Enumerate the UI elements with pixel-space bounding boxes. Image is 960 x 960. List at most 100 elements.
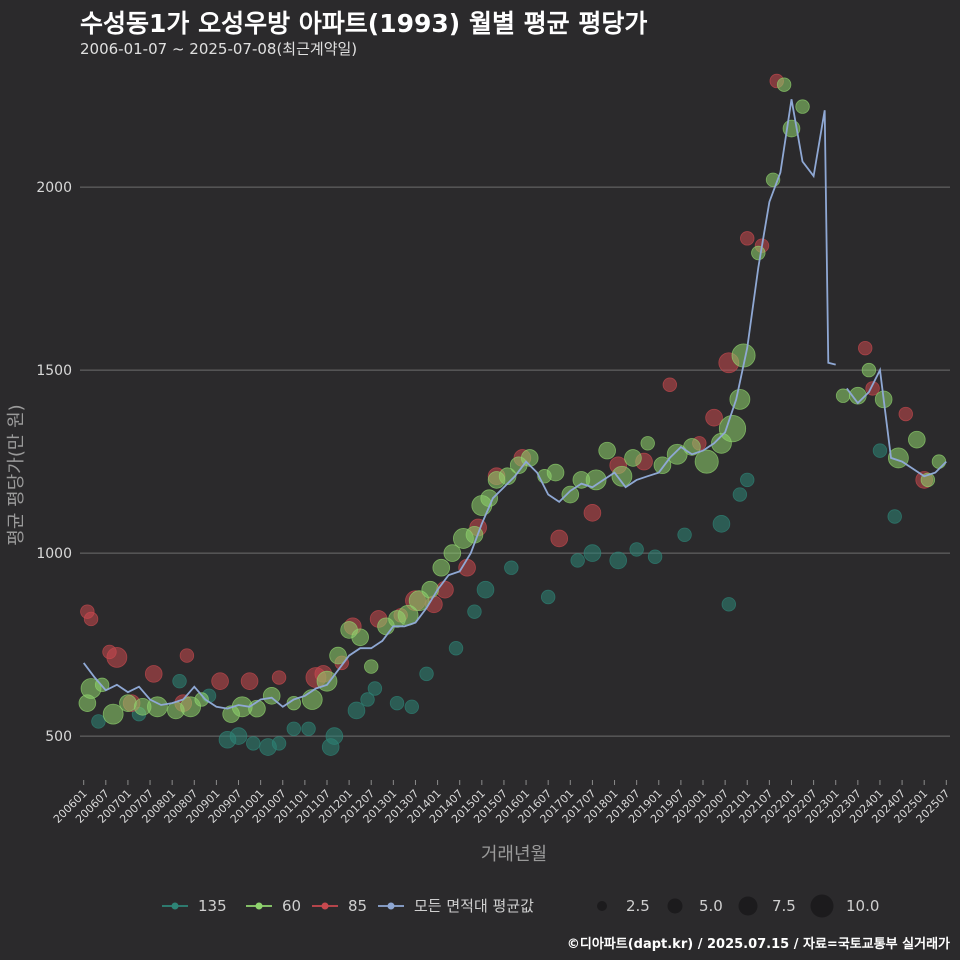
point-60 xyxy=(729,388,751,410)
point-60 xyxy=(421,580,440,599)
y-tick-label: 500 xyxy=(45,729,72,745)
point-60 xyxy=(795,99,810,114)
point-135 xyxy=(448,641,464,656)
point-135 xyxy=(540,589,556,605)
point-85 xyxy=(240,672,259,690)
point-85 xyxy=(550,529,569,548)
point-60 xyxy=(585,469,607,491)
point-85 xyxy=(705,408,723,427)
legend-series-label: 모든 면적대 평균값 xyxy=(414,897,534,915)
point-135 xyxy=(740,472,755,488)
legend-size-dot xyxy=(738,896,758,916)
point-135 xyxy=(721,597,737,612)
point-135 xyxy=(732,487,748,502)
average-line xyxy=(82,99,947,710)
point-60 xyxy=(694,449,719,474)
point-85 xyxy=(106,646,128,668)
point-85 xyxy=(436,580,454,599)
point-135 xyxy=(246,736,261,751)
point-60 xyxy=(624,449,642,467)
point-135 xyxy=(360,692,375,707)
point-85 xyxy=(144,665,163,683)
point-60 xyxy=(119,694,137,712)
point-60 xyxy=(861,362,877,378)
legend-size-dot xyxy=(597,901,607,911)
avg-line-path xyxy=(82,99,947,710)
legend-size-label: 7.5 xyxy=(772,897,796,915)
point-60 xyxy=(432,558,451,577)
point-60 xyxy=(194,692,209,707)
point-85 xyxy=(583,504,602,522)
y-tick-labels: 500 1000 1500 2000 xyxy=(36,180,72,745)
y-tick-label: 2000 xyxy=(36,180,72,196)
point-60 xyxy=(102,703,124,725)
x-tick-labels: 2006012006072007012007072008012008072009… xyxy=(51,780,952,826)
chart-subtitle: 2006-01-07 ~ 2025-07-08(최근계약일) xyxy=(80,40,358,58)
point-60 xyxy=(908,430,926,449)
legend-series-label: 60 xyxy=(282,897,301,915)
point-85 xyxy=(83,611,99,627)
point-135 xyxy=(367,681,383,696)
point-85 xyxy=(898,406,913,422)
data-points xyxy=(78,73,947,756)
point-60 xyxy=(931,454,947,469)
point-60 xyxy=(561,485,580,504)
point-60 xyxy=(640,436,655,451)
point-135 xyxy=(419,666,434,682)
legend: 135 60 85 모든 면적대 평균값 2.5 5.0 7.5 10.0 xyxy=(162,894,879,918)
point-60 xyxy=(443,544,462,562)
point-85 xyxy=(179,648,195,663)
point-85 xyxy=(740,231,755,246)
point-135 xyxy=(91,714,106,729)
legend-key-dot xyxy=(255,902,263,910)
point-135 xyxy=(271,736,287,751)
point-135 xyxy=(404,699,419,715)
point-135 xyxy=(389,695,405,711)
point-135 xyxy=(504,560,519,575)
point-60 xyxy=(598,441,616,460)
point-85 xyxy=(662,377,678,392)
point-135 xyxy=(629,542,644,557)
legend-size-label: 2.5 xyxy=(626,897,650,915)
point-60 xyxy=(751,245,766,261)
point-60 xyxy=(718,415,747,443)
legend-key-dot xyxy=(321,902,329,910)
chart-title: 수성동1가 오성우방 아파트(1993) 월별 평균 평당가 xyxy=(80,9,648,38)
point-60 xyxy=(364,659,379,674)
source-credit: ©디아파트(dapt.kr) / 2025.07.15 / 자료=국토교통부 실… xyxy=(566,937,950,952)
point-135 xyxy=(712,515,731,533)
point-60 xyxy=(147,696,168,718)
point-135 xyxy=(887,509,902,524)
legend-key-dot xyxy=(171,902,179,910)
legend-size-label: 5.0 xyxy=(699,897,723,915)
point-135 xyxy=(172,673,187,689)
x-axis-title: 거래년월 xyxy=(481,844,547,865)
point-135 xyxy=(583,544,602,562)
legend-key-dot xyxy=(387,902,395,910)
point-135 xyxy=(872,443,888,458)
point-135 xyxy=(609,551,628,570)
legend-size-label: 10.0 xyxy=(846,897,879,915)
point-135 xyxy=(347,701,366,720)
point-60 xyxy=(301,689,323,710)
point-135 xyxy=(467,604,482,619)
point-135 xyxy=(647,549,663,564)
legend-series-label: 85 xyxy=(348,897,367,915)
legend-series-label: 135 xyxy=(198,897,227,915)
point-60 xyxy=(329,646,347,665)
y-axis-title: 평균 평당가(만 원) xyxy=(6,404,27,545)
point-135 xyxy=(476,580,495,599)
point-60 xyxy=(611,465,633,487)
point-85 xyxy=(858,340,873,356)
point-135 xyxy=(570,553,585,568)
point-135 xyxy=(325,727,344,745)
legend-size-dot xyxy=(667,898,683,914)
y-tick-label: 1000 xyxy=(36,546,72,562)
point-60 xyxy=(776,77,792,92)
point-60 xyxy=(351,628,369,647)
point-85 xyxy=(271,670,287,685)
legend-size-dot xyxy=(810,894,834,918)
point-135 xyxy=(286,721,302,736)
point-60 xyxy=(546,463,565,482)
